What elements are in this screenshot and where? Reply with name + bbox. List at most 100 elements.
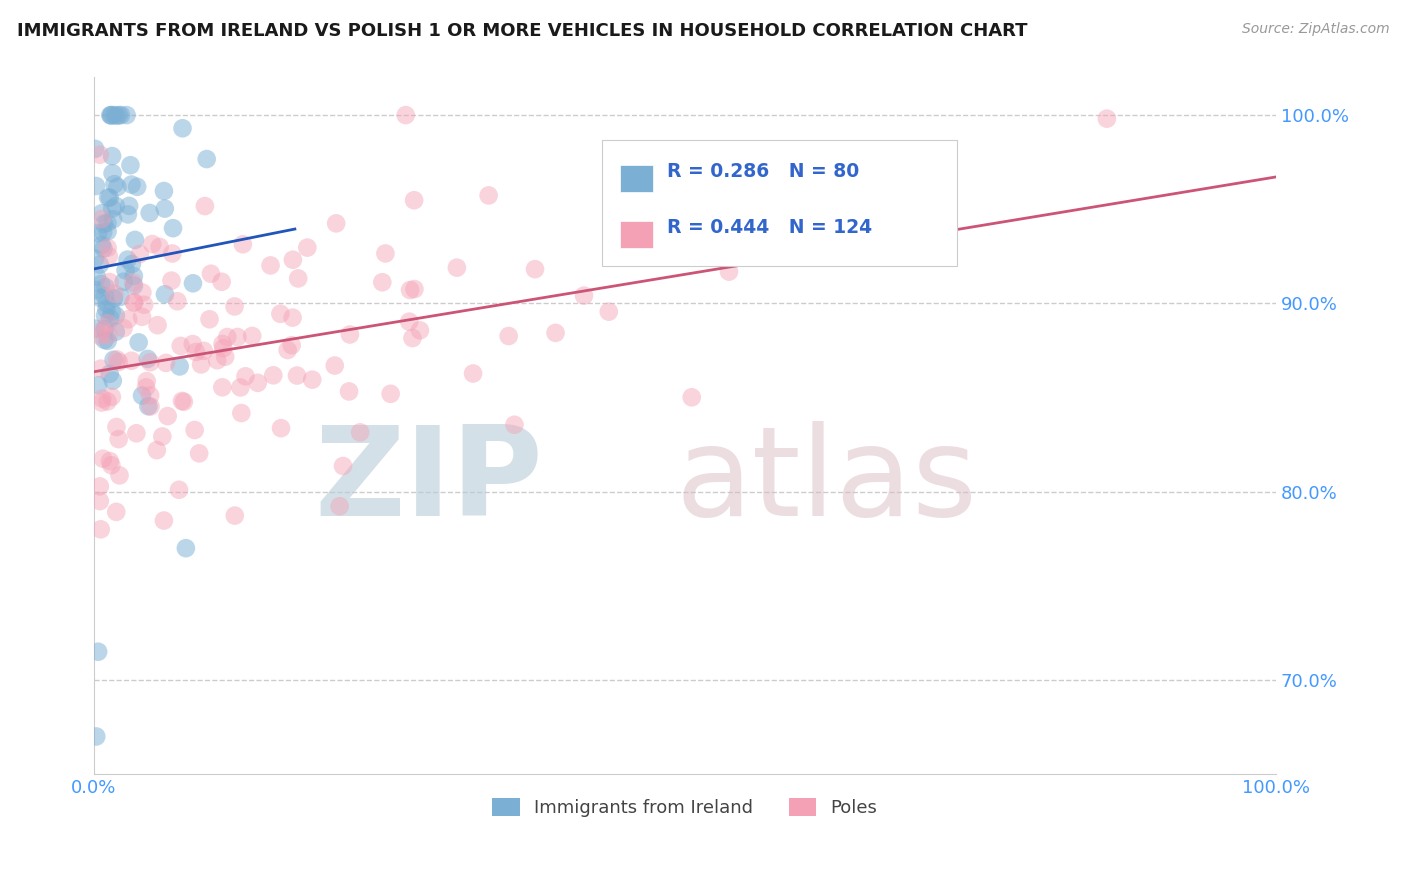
Point [524,262,547,277]
Point [120,158,142,172]
Point [146,318,169,333]
Point [96,302,118,317]
Point [89,329,111,343]
Point [93,242,115,256]
Point [262,368,284,383]
Point [125,426,148,441]
Point [108,108,131,122]
Point [181,337,204,351]
Point [100,458,122,473]
Point [101,202,124,216]
Point [100,108,122,122]
Point [269,307,291,321]
Text: atlas: atlas [676,421,977,542]
Point [121,257,143,271]
Point [131,310,153,324]
Point [404,193,426,207]
Point [339,327,361,342]
Point [105,505,128,519]
Point [170,339,193,353]
Point [1095,112,1118,126]
Point [84,142,107,156]
Point [134,298,156,312]
Point [297,241,319,255]
Point [97,328,120,343]
Point [224,300,246,314]
FancyBboxPatch shape [620,165,652,193]
Point [108,468,131,483]
Text: ZIP: ZIP [315,421,543,542]
Point [110,108,132,122]
Point [96,394,118,409]
Point [285,368,308,383]
Point [90,361,112,376]
Point [190,358,212,372]
Point [246,376,269,390]
Point [90,238,112,252]
Point [170,394,193,409]
Point [139,355,162,369]
FancyBboxPatch shape [620,221,652,248]
Point [84,730,107,744]
Point [117,312,139,326]
Text: Source: ZipAtlas.com: Source: ZipAtlas.com [1241,22,1389,37]
Point [478,188,501,202]
Point [91,323,114,337]
Point [107,180,129,194]
Point [101,374,124,388]
Point [231,406,253,420]
Point [94,289,117,303]
Point [84,283,107,297]
Text: R = 0.286   N = 80: R = 0.286 N = 80 [668,162,859,181]
FancyBboxPatch shape [602,140,957,266]
Point [97,224,120,238]
Point [172,121,194,136]
Point [103,291,125,305]
Point [205,353,228,368]
Point [103,108,125,122]
Point [195,152,218,166]
Point [103,286,125,301]
Point [101,149,124,163]
Point [212,341,235,355]
Point [96,216,118,230]
Point [681,390,703,404]
Point [104,325,127,339]
Point [270,421,292,435]
Point [128,335,150,350]
Point [93,217,115,231]
Point [162,246,184,260]
Point [446,260,468,275]
Point [240,329,263,343]
Point [90,206,112,220]
Point [101,212,124,227]
Point [127,179,149,194]
Point [122,295,145,310]
Point [398,315,420,329]
Point [150,429,173,443]
Point [98,275,121,289]
Point [84,321,107,335]
Point [166,294,188,309]
Point [214,350,236,364]
Point [105,352,128,367]
Point [277,343,299,357]
Point [211,275,233,289]
Point [401,331,423,345]
Point [89,479,111,493]
Point [87,645,110,659]
Point [211,337,233,351]
Point [107,432,129,446]
Point [112,275,135,289]
Point [89,147,111,161]
Point [87,226,110,240]
Point [503,417,526,432]
Point [139,400,162,414]
Point [122,278,145,293]
Point [114,263,136,277]
Point [404,282,426,296]
Point [717,264,740,278]
Point [371,275,394,289]
Point [128,247,150,261]
Point [131,285,153,300]
